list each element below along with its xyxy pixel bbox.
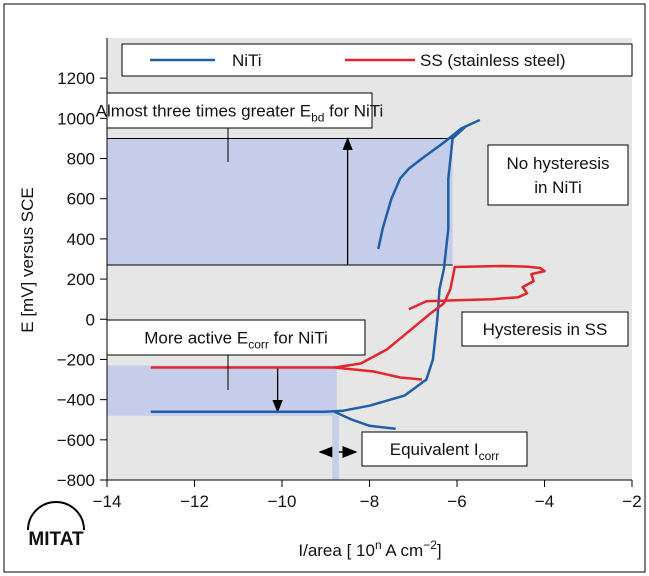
annotation-part: for NiTi xyxy=(269,329,328,348)
x-tick-label: −4 xyxy=(535,492,554,511)
annotation-part: No hysteresis xyxy=(507,154,610,173)
y-tick-label: 200 xyxy=(67,270,95,289)
annotation-text: Hysteresis in SS xyxy=(483,320,608,339)
y-tick-label: −600 xyxy=(57,431,95,450)
x-tick-label: −14 xyxy=(93,492,122,511)
logo-arc xyxy=(27,501,85,531)
annotation-part: bd xyxy=(311,111,324,125)
annotation-text: Almost three times greater Ebd for NiTi xyxy=(96,102,384,125)
annotation-part: Almost three times greater E xyxy=(96,102,311,121)
y-tick-label: 800 xyxy=(67,150,95,169)
y-tick-label: 0 xyxy=(86,310,95,329)
x-tick-label: −10 xyxy=(268,492,297,511)
y-tick-label: 1000 xyxy=(57,109,95,128)
annotation-box xyxy=(461,311,629,347)
shaded-band xyxy=(107,365,337,416)
annotation-part: Hysteresis in SS xyxy=(483,320,608,339)
annotation-box xyxy=(487,144,629,206)
shaded-band xyxy=(332,415,339,480)
annotation-part: for NiTi xyxy=(324,102,383,121)
x-tick-label: −6 xyxy=(447,492,466,511)
x-tick-label: −12 xyxy=(180,492,209,511)
frame xyxy=(3,3,646,573)
annotation-text: More active Ecorr for NiTi xyxy=(144,329,327,352)
annotation-text: Equivalent Icorr xyxy=(390,440,500,463)
x-tick-label: −2 xyxy=(622,492,641,511)
series-line xyxy=(150,119,481,431)
annotation-box xyxy=(106,92,373,129)
shaded-band xyxy=(107,138,453,266)
y-axis-label: E [mV] versus SCE xyxy=(18,187,37,332)
annotation-part: Equivalent I xyxy=(390,440,479,459)
x-axis-label: I/area [ 10n A cm−2] xyxy=(298,538,441,560)
y-tick-label: 600 xyxy=(67,190,95,209)
series-line xyxy=(150,264,546,381)
legend-label: SS (stainless steel) xyxy=(420,51,566,70)
x-tick-label: −8 xyxy=(360,492,379,511)
annotation-part: in NiTi xyxy=(534,178,582,197)
annotation-box xyxy=(106,319,366,356)
annotation-text: in NiTi xyxy=(534,178,582,197)
x-axis-label-part: n xyxy=(375,538,382,552)
annotation-text: No hysteresis xyxy=(507,154,610,173)
annotation-part: More active E xyxy=(144,329,248,348)
annotation-box xyxy=(361,431,528,467)
y-tick-label: −200 xyxy=(57,350,95,369)
y-tick-label: 1200 xyxy=(57,69,95,88)
x-axis-label-part: ] xyxy=(437,541,442,560)
annotation-part: corr xyxy=(248,338,269,352)
x-axis-label-part: I/area [ 10 xyxy=(298,541,375,560)
legend-label: NiTi xyxy=(232,51,262,70)
y-tick-label: −400 xyxy=(57,391,95,410)
x-axis-label-part: A cm xyxy=(382,541,424,560)
logo: MITAT xyxy=(28,529,84,550)
y-tick-label: 400 xyxy=(67,230,95,249)
y-tick-label: −800 xyxy=(57,471,95,490)
annotation-part: corr xyxy=(479,449,500,463)
x-axis-label-part: −2 xyxy=(423,538,437,552)
